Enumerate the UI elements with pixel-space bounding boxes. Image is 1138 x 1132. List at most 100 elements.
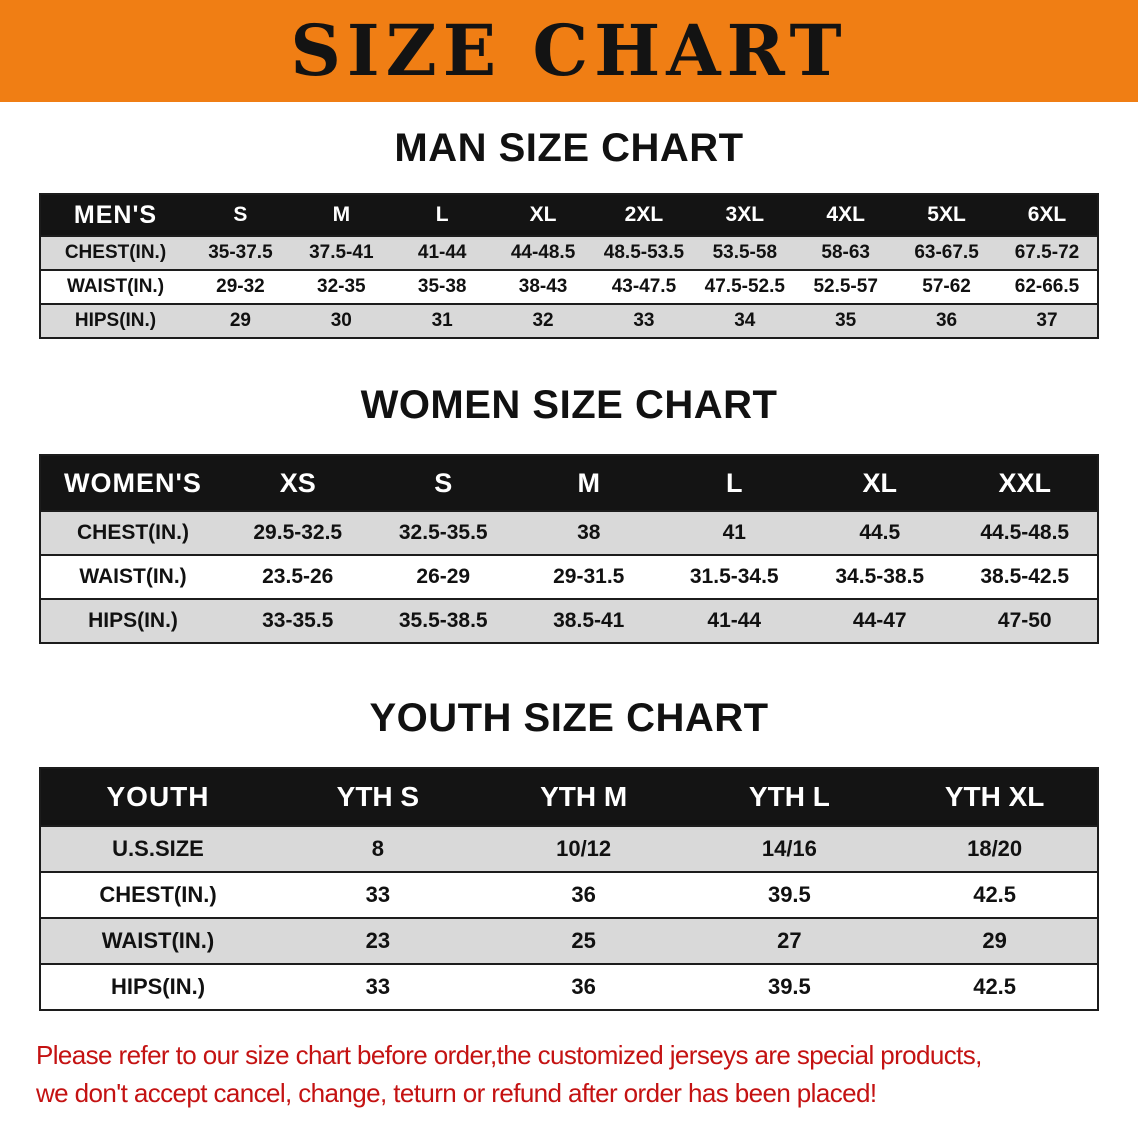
size-value: 57-62: [896, 269, 997, 304]
size-value: 44-47: [807, 598, 953, 643]
youth-section-title: YOUTH SIZE CHART: [369, 696, 769, 740]
size-value: 42.5: [892, 871, 1098, 918]
table-header-row: YOUTH YTH S YTH M YTH L YTH XL: [40, 768, 1098, 826]
size-value: 34.5-38.5: [807, 554, 953, 599]
size-value: 42.5: [892, 963, 1098, 1010]
size-value: 62-66.5: [997, 269, 1098, 304]
size-value: 29-31.5: [516, 554, 662, 599]
size-column-header: YTH XL: [892, 768, 1098, 826]
size-column-header: XL: [492, 194, 594, 236]
women-section-title: WOMEN SIZE CHART: [360, 383, 778, 427]
size-column-header: L: [391, 194, 493, 236]
table-category-label: WOMEN'S: [40, 455, 225, 511]
disclaimer-line-1: Please refer to our size chart before or…: [36, 1040, 982, 1070]
size-value: 29: [892, 917, 1098, 964]
size-value: 38.5-41: [516, 598, 662, 643]
measurement-row: U.S.SIZE 8 10/12 14/16 18/20: [40, 825, 1098, 872]
size-value: 29: [190, 303, 291, 338]
size-value: 41-44: [391, 235, 493, 270]
size-value: 43-47.5: [593, 269, 695, 304]
size-column-header: M: [516, 455, 662, 511]
size-value: 36: [896, 303, 997, 338]
size-value: 39.5: [686, 871, 893, 918]
disclaimer-text: Please refer to our size chart before or…: [36, 1037, 1102, 1112]
measurement-label: CHEST(IN.): [40, 235, 190, 270]
measurement-row: WAIST(IN.) 23 25 27 29: [40, 917, 1098, 964]
size-value: 44.5-48.5: [952, 510, 1098, 555]
size-value: 35-38: [391, 269, 493, 304]
size-value: 44-48.5: [492, 235, 594, 270]
size-column-header: L: [661, 455, 807, 511]
size-column-header: XS: [225, 455, 371, 511]
size-column-header: 2XL: [593, 194, 695, 236]
size-column-header: YTH S: [275, 768, 481, 826]
measurement-label: HIPS(IN.): [40, 598, 225, 643]
size-value: 47.5-52.5: [694, 269, 796, 304]
size-value: 63-67.5: [896, 235, 997, 270]
measurement-label: CHEST(IN.): [40, 510, 225, 555]
measurement-row: HIPS(IN.) 33 36 39.5 42.5: [40, 963, 1098, 1010]
measurement-label: WAIST(IN.): [40, 554, 225, 599]
size-chart-banner: SIZE CHART: [0, 0, 1138, 102]
table-header-row: WOMEN'S XS S M L XL XXL: [40, 455, 1098, 511]
measurement-label: HIPS(IN.): [40, 303, 190, 338]
size-value: 32.5-35.5: [370, 510, 516, 555]
size-value: 47-50: [952, 598, 1098, 643]
size-value: 39.5: [686, 963, 893, 1010]
size-value: 34: [694, 303, 796, 338]
size-value: 23.5-26: [225, 554, 371, 599]
size-value: 37.5-41: [290, 235, 392, 270]
size-value: 26-29: [370, 554, 516, 599]
size-value: 14/16: [686, 825, 893, 872]
size-value: 29-32: [190, 269, 291, 304]
table-header-row: MEN'S S M L XL 2XL 3XL 4XL 5XL 6XL: [40, 194, 1098, 236]
size-value: 18/20: [892, 825, 1098, 872]
size-value: 58-63: [795, 235, 897, 270]
size-value: 10/12: [480, 825, 687, 872]
size-column-header: YTH M: [480, 768, 687, 826]
size-value: 35-37.5: [190, 235, 291, 270]
size-column-header: 4XL: [795, 194, 897, 236]
measurement-row: WAIST(IN.) 29-32 32-35 35-38 38-43 43-47.5 47.…: [40, 269, 1098, 304]
size-column-header: XXL: [952, 455, 1098, 511]
measurement-label: U.S.SIZE: [40, 825, 275, 872]
measurement-row: CHEST(IN.) 33 36 39.5 42.5: [40, 871, 1098, 918]
banner-title: SIZE CHART: [290, 9, 848, 92]
size-value: 33: [593, 303, 695, 338]
size-column-header: YTH L: [686, 768, 893, 826]
size-value: 23: [275, 917, 481, 964]
size-value: 38-43: [492, 269, 594, 304]
measurement-label: WAIST(IN.): [40, 917, 275, 964]
size-value: 32-35: [290, 269, 392, 304]
disclaimer-line-2: we don't accept cancel, change, teturn o…: [36, 1077, 877, 1108]
size-column-header: 3XL: [694, 194, 796, 236]
size-column-header: 6XL: [997, 194, 1098, 236]
size-value: 33: [275, 871, 481, 918]
size-value: 36: [480, 963, 687, 1010]
measurement-label: HIPS(IN.): [40, 963, 275, 1010]
men-size-table: MEN'S S M L XL 2XL 3XL 4XL 5XL 6XL CHEST(IN.) 35-37…: [39, 193, 1099, 339]
size-value: 32: [492, 303, 594, 338]
size-value: 29.5-32.5: [225, 510, 371, 555]
size-column-header: S: [370, 455, 516, 511]
measurement-row: CHEST(IN.) 29.5-32.5 32.5-35.5 38 41 44.5 44.5…: [40, 510, 1098, 555]
table-category-label: MEN'S: [40, 194, 190, 236]
size-value: 25: [480, 917, 687, 964]
table-category-label: YOUTH: [40, 768, 275, 826]
youth-size-table: YOUTH YTH S YTH M YTH L YTH XL U.S.SIZE 8 10/12…: [39, 767, 1099, 1011]
measurement-label: CHEST(IN.): [40, 871, 275, 918]
size-value: 48.5-53.5: [593, 235, 695, 270]
size-value: 41: [661, 510, 807, 555]
measurement-label: WAIST(IN.): [40, 269, 190, 304]
size-column-header: XL: [807, 455, 953, 511]
size-value: 35: [795, 303, 897, 338]
size-value: 35.5-38.5: [370, 598, 516, 643]
size-value: 33-35.5: [225, 598, 371, 643]
men-section-title: MAN SIZE CHART: [394, 126, 744, 170]
size-value: 31: [391, 303, 493, 338]
size-value: 30: [290, 303, 392, 338]
size-value: 38.5-42.5: [952, 554, 1098, 599]
size-value: 8: [275, 825, 481, 872]
size-value: 52.5-57: [795, 269, 897, 304]
size-value: 33: [275, 963, 481, 1010]
